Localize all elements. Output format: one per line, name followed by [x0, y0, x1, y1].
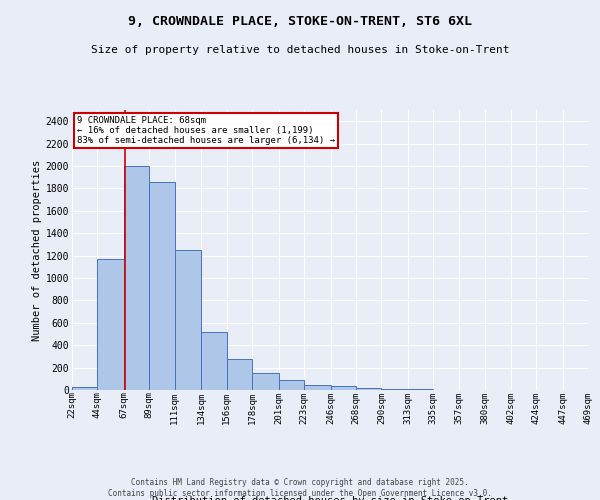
Bar — [304, 385, 331, 390]
Text: Contains HM Land Registry data © Crown copyright and database right 2025.
Contai: Contains HM Land Registry data © Crown c… — [108, 478, 492, 498]
Bar — [356, 388, 382, 390]
Bar — [124, 166, 149, 390]
Bar — [382, 389, 408, 390]
Bar — [149, 182, 175, 390]
Text: 9 CROWNDALE PLACE: 68sqm
← 16% of detached houses are smaller (1,199)
83% of sem: 9 CROWNDALE PLACE: 68sqm ← 16% of detach… — [77, 116, 335, 146]
Bar — [227, 359, 252, 390]
Bar — [72, 386, 97, 390]
Bar — [201, 332, 227, 390]
Text: Size of property relative to detached houses in Stoke-on-Trent: Size of property relative to detached ho… — [91, 45, 509, 55]
Text: 9, CROWNDALE PLACE, STOKE-ON-TRENT, ST6 6XL: 9, CROWNDALE PLACE, STOKE-ON-TRENT, ST6 … — [128, 15, 472, 28]
Bar — [278, 380, 304, 390]
Bar — [175, 250, 201, 390]
Y-axis label: Number of detached properties: Number of detached properties — [32, 160, 41, 340]
Bar — [331, 386, 356, 390]
Bar — [252, 373, 278, 390]
Bar — [97, 259, 124, 390]
Text: Distribution of detached houses by size in Stoke-on-Trent: Distribution of detached houses by size … — [152, 496, 508, 500]
